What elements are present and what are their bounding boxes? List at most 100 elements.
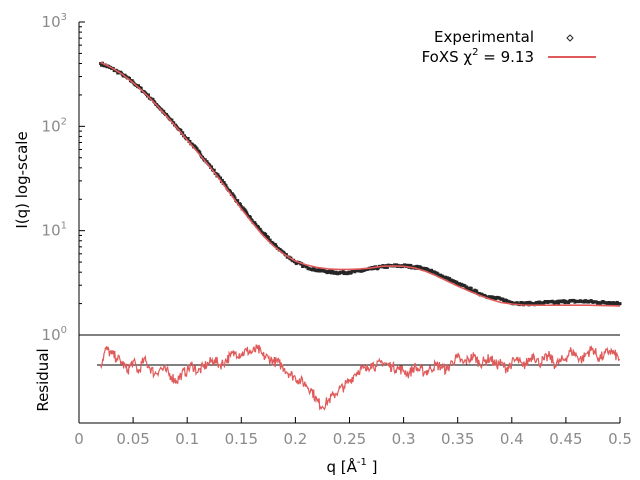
experimental-point bbox=[99, 62, 103, 66]
experimental-point bbox=[244, 209, 248, 213]
experimental-point bbox=[526, 301, 530, 305]
x-tick-label: 0.5 bbox=[608, 430, 632, 448]
x-tick-label: 0.35 bbox=[441, 430, 474, 448]
experimental-point bbox=[552, 301, 556, 305]
experimental-point bbox=[146, 93, 150, 97]
experimental-point bbox=[197, 149, 201, 153]
x-tick-label: 0.15 bbox=[225, 430, 258, 448]
experimental-point bbox=[376, 266, 380, 270]
experimental-point bbox=[357, 269, 361, 273]
experimental-point bbox=[336, 272, 340, 276]
experimental-point bbox=[191, 143, 195, 147]
experimental-point bbox=[260, 231, 264, 235]
foxs-fit-line bbox=[100, 61, 621, 307]
experimental-point bbox=[615, 300, 619, 304]
experimental-point bbox=[248, 215, 252, 219]
experimental-point bbox=[421, 266, 425, 270]
experimental-point bbox=[314, 269, 318, 273]
experimental-point bbox=[384, 265, 388, 269]
experimental-point bbox=[137, 84, 141, 88]
y-tick-exponent: 1 bbox=[61, 221, 67, 232]
experimental-point bbox=[276, 246, 280, 250]
experimental-point bbox=[212, 168, 216, 172]
experimental-point bbox=[239, 205, 243, 209]
experimental-point bbox=[475, 289, 479, 293]
experimental-point bbox=[256, 225, 260, 229]
experimental-point bbox=[349, 271, 353, 275]
experimental-point bbox=[347, 270, 351, 274]
residual-panel: Residual bbox=[34, 335, 621, 423]
experimental-point bbox=[268, 238, 272, 242]
legend-fit-prefix: FoXS χ bbox=[422, 48, 473, 66]
experimental-point bbox=[406, 263, 410, 267]
experimental-point bbox=[476, 292, 480, 296]
experimental-point bbox=[541, 301, 545, 305]
experimental-point bbox=[245, 211, 249, 215]
legend: Experimental FoXS χ2 = 9.13 bbox=[422, 28, 596, 66]
x-axis-title-end: ] bbox=[367, 458, 378, 476]
experimental-point bbox=[562, 299, 566, 303]
residual-y-axis-title: Residual bbox=[34, 348, 52, 411]
experimental-point bbox=[454, 282, 458, 286]
legend-experimental-marker bbox=[566, 34, 574, 42]
experimental-point bbox=[585, 300, 589, 304]
intensity-y-axis-title: I(q) log-scale bbox=[13, 131, 31, 228]
experimental-point bbox=[164, 112, 168, 116]
experimental-point bbox=[312, 266, 316, 270]
experimental-point bbox=[249, 218, 253, 222]
experimental-point bbox=[139, 86, 143, 90]
experimental-point bbox=[220, 178, 224, 182]
experimental-point bbox=[557, 301, 561, 305]
experimental-point bbox=[520, 301, 524, 305]
x-tick-label: 0.05 bbox=[116, 430, 149, 448]
y-tick-base: 10 bbox=[42, 326, 61, 344]
experimental-point bbox=[303, 264, 307, 268]
experimental-point bbox=[246, 213, 250, 217]
y-tick-exponent: 2 bbox=[61, 116, 67, 127]
experimental-point bbox=[228, 189, 232, 193]
experimental-point bbox=[222, 181, 226, 185]
y-tick-label: 101 bbox=[42, 221, 67, 240]
y-tick-base: 10 bbox=[42, 117, 61, 135]
experimental-point bbox=[415, 264, 419, 268]
experimental-point bbox=[127, 76, 131, 80]
experimental-point bbox=[533, 302, 537, 306]
experimental-point bbox=[274, 245, 278, 249]
experimental-point bbox=[394, 263, 398, 267]
experimental-point bbox=[233, 196, 237, 200]
experimental-point bbox=[433, 270, 437, 274]
experimental-point bbox=[232, 194, 236, 198]
experimental-point bbox=[205, 160, 209, 164]
experimental-point bbox=[224, 184, 228, 188]
experimental-point bbox=[556, 299, 560, 303]
experimental-point bbox=[203, 158, 207, 162]
experimental-point bbox=[325, 271, 329, 275]
experimental-point bbox=[198, 151, 202, 155]
experimental-point bbox=[563, 301, 567, 305]
experimental-point bbox=[466, 287, 470, 291]
experimental-point bbox=[282, 250, 286, 254]
experimental-point bbox=[448, 277, 452, 281]
experimental-point bbox=[162, 109, 166, 113]
experimental-point bbox=[188, 139, 192, 143]
experimental-point bbox=[617, 302, 621, 306]
experimental-point bbox=[444, 275, 448, 279]
legend-fit-superscript: 2 bbox=[472, 47, 478, 58]
experimental-point bbox=[284, 253, 288, 257]
experimental-point bbox=[536, 302, 540, 306]
experimental-point bbox=[186, 136, 190, 140]
experimental-point bbox=[264, 233, 268, 237]
legend-experimental-label: Experimental bbox=[434, 28, 534, 46]
experimental-point bbox=[419, 266, 423, 270]
experimental-point bbox=[216, 173, 220, 177]
experimental-point bbox=[266, 236, 270, 240]
x-tick-label: 0.45 bbox=[549, 430, 582, 448]
experimental-point bbox=[455, 280, 459, 284]
x-tick-label: 0.1 bbox=[175, 430, 199, 448]
experimental-point bbox=[614, 302, 618, 306]
y-tick-label: 100 bbox=[42, 325, 67, 344]
experimental-point bbox=[446, 276, 450, 280]
experimental-point bbox=[208, 163, 212, 167]
